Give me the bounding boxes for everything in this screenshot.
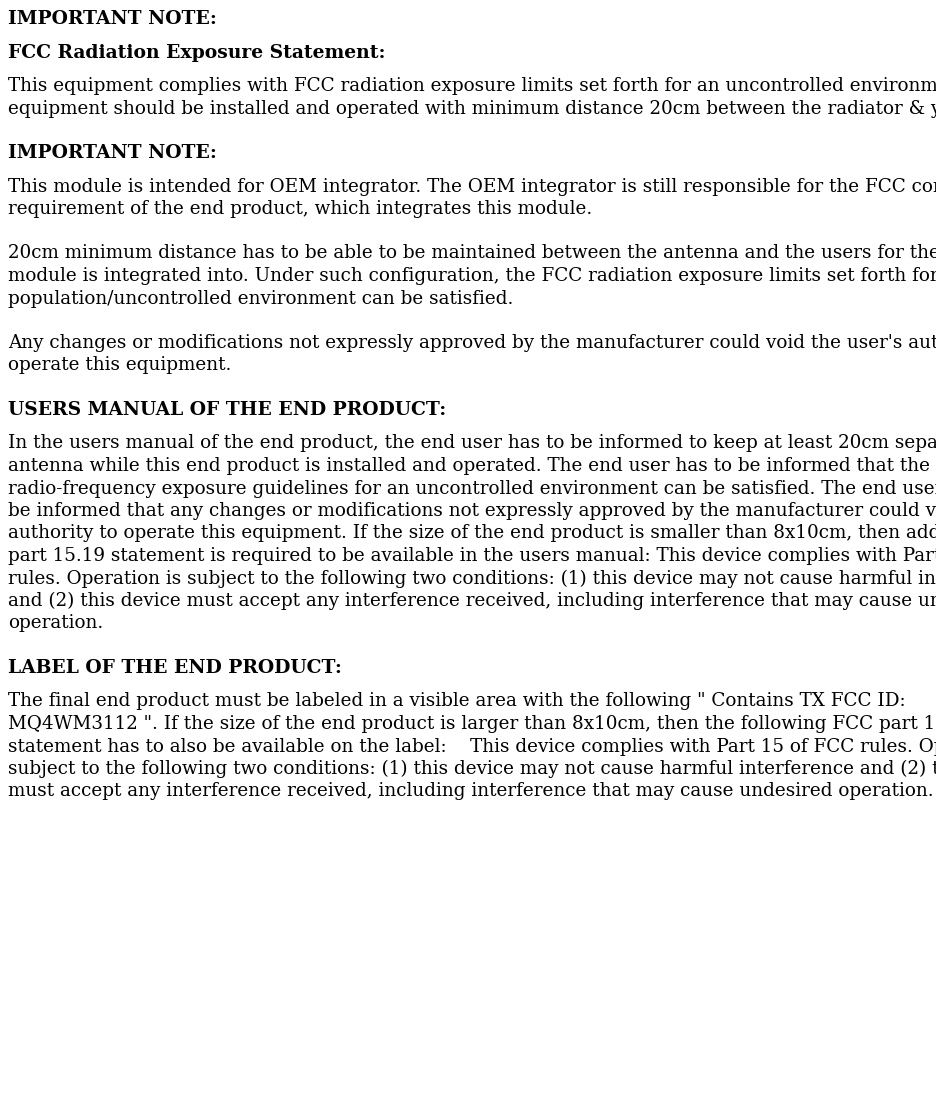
Text: In the users manual of the end product, the end user has to be informed to keep : In the users manual of the end product, … [8,434,936,452]
Text: must accept any interference received, including interference that may cause und: must accept any interference received, i… [8,782,933,801]
Text: and (2) this device must accept any interference received, including interferenc: and (2) this device must accept any inte… [8,592,936,610]
Text: rules. Operation is subject to the following two conditions: (1) this device may: rules. Operation is subject to the follo… [8,569,936,588]
Text: LABEL OF THE END PRODUCT:: LABEL OF THE END PRODUCT: [8,659,342,677]
Text: IMPORTANT NOTE:: IMPORTANT NOTE: [8,10,217,29]
Text: population/uncontrolled environment can be satisfied.: population/uncontrolled environment can … [8,290,513,307]
Text: antenna while this end product is installed and operated. The end user has to be: antenna while this end product is instal… [8,457,936,475]
Text: This module is intended for OEM integrator. The OEM integrator is still responsi: This module is intended for OEM integrat… [8,178,936,195]
Text: module is integrated into. Under such configuration, the FCC radiation exposure : module is integrated into. Under such co… [8,267,936,285]
Text: be informed that any changes or modifications not expressly approved by the manu: be informed that any changes or modifica… [8,502,936,520]
Text: subject to the following two conditions: (1) this device may not cause harmful i: subject to the following two conditions:… [8,760,936,778]
Text: IMPORTANT NOTE:: IMPORTANT NOTE: [8,144,217,162]
Text: operate this equipment.: operate this equipment. [8,357,231,374]
Text: radio-frequency exposure guidelines for an uncontrolled environment can be satis: radio-frequency exposure guidelines for … [8,479,936,498]
Text: MQ4WM3112 ". If the size of the end product is larger than 8x10cm, then the foll: MQ4WM3112 ". If the size of the end prod… [8,715,936,733]
Text: The final end product must be labeled in a visible area with the following " Con: The final end product must be labeled in… [8,692,906,711]
Text: statement has to also be available on the label:    This device complies with Pa: statement has to also be available on th… [8,737,936,756]
Text: This equipment complies with FCC radiation exposure limits set forth for an unco: This equipment complies with FCC radiati… [8,77,936,95]
Text: Any changes or modifications not expressly approved by the manufacturer could vo: Any changes or modifications not express… [8,333,936,352]
Text: operation.: operation. [8,614,103,633]
Text: requirement of the end product, which integrates this module.: requirement of the end product, which in… [8,200,592,218]
Text: FCC Radiation Exposure Statement:: FCC Radiation Exposure Statement: [8,44,386,61]
Text: part 15.19 statement is required to be available in the users manual: This devic: part 15.19 statement is required to be a… [8,547,936,565]
Text: authority to operate this equipment. If the size of the end product is smaller t: authority to operate this equipment. If … [8,524,936,543]
Text: 20cm minimum distance has to be able to be maintained between the antenna and th: 20cm minimum distance has to be able to … [8,245,936,262]
Text: USERS MANUAL OF THE END PRODUCT:: USERS MANUAL OF THE END PRODUCT: [8,402,446,419]
Text: equipment should be installed and operated with minimum distance 20cm between th: equipment should be installed and operat… [8,100,936,117]
